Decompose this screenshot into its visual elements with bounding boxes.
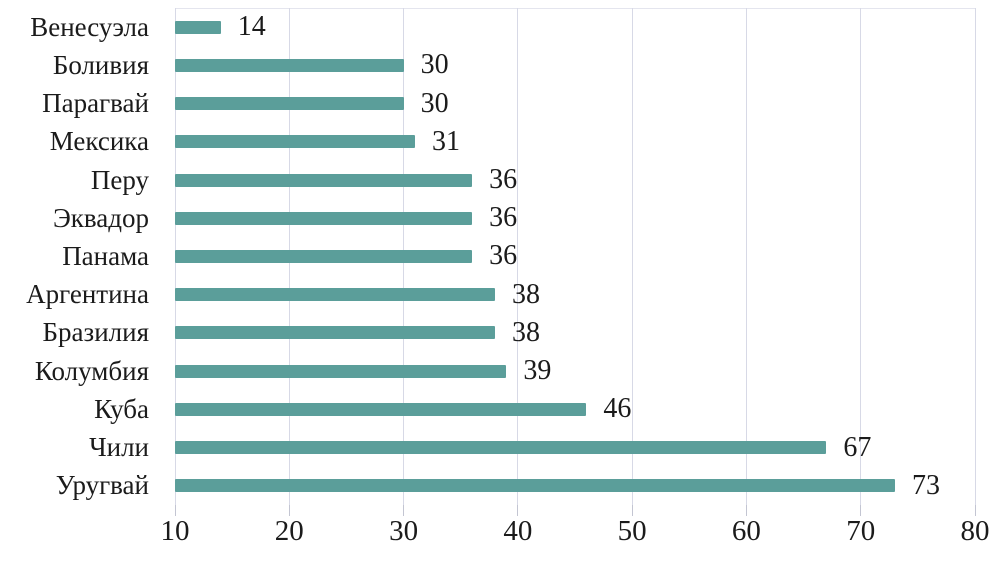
x-tick-label-20: 20 [274, 515, 304, 547]
value-label: 36 [489, 202, 518, 234]
gridline-40 [517, 8, 519, 505]
x-tick-label-80: 80 [960, 515, 990, 547]
category-axis: Венесуэла Боливия Парагвай Мексика Перу Эквад… [0, 8, 149, 505]
bar-3 [175, 135, 415, 149]
x-tick-mark-20 [288, 505, 290, 516]
category-label: Уругвай [55, 470, 149, 501]
category-label: Боливия [52, 49, 149, 80]
value-label: 73 [912, 469, 940, 501]
bar-1 [175, 58, 404, 72]
x-tick-mark-30 [403, 505, 405, 516]
x-axis: 10 20 30 40 50 60 70 80 [161, 515, 990, 555]
gridline-50 [631, 8, 633, 505]
x-tick-mark-50 [631, 505, 633, 516]
gridline-60 [745, 8, 747, 505]
bar-6 [175, 250, 473, 263]
category-label: Венесуэла [30, 11, 149, 42]
x-tick-mark-60 [745, 505, 747, 516]
x-tick-mark-40 [517, 505, 519, 516]
bar-7 [175, 288, 495, 302]
value-label: 36 [489, 240, 518, 272]
bar-4 [175, 173, 473, 187]
x-tick-label-10: 10 [160, 515, 190, 547]
value-label: 30 [420, 87, 449, 119]
category-label: Бразилия [42, 317, 149, 348]
category-label: Чили [89, 432, 149, 463]
x-tick-label-60: 60 [731, 515, 761, 547]
value-label: 46 [603, 393, 632, 425]
value-label: 67 [843, 431, 872, 463]
value-label: 39 [523, 355, 552, 387]
bar-2 [175, 97, 404, 111]
value-label: 30 [420, 49, 449, 81]
category-label: Эквадор [52, 202, 149, 233]
bar-5 [175, 211, 473, 225]
bar-10 [175, 402, 587, 416]
category-label: Куба [94, 393, 149, 424]
gridline-80 [974, 8, 976, 505]
bar-9 [175, 364, 507, 378]
x-tick-mark-10 [174, 505, 176, 516]
gridline-70 [860, 8, 862, 505]
plot-top-border [175, 8, 975, 9]
category-label: Колумбия [34, 355, 149, 386]
x-tick-mark-70 [860, 505, 862, 516]
x-tick-label-70: 70 [846, 515, 876, 547]
x-tick-label-40: 40 [503, 515, 533, 547]
category-label: Перу [90, 164, 149, 195]
x-tick-label-50: 50 [617, 515, 647, 547]
bar-0 [175, 20, 221, 34]
value-label: 36 [489, 164, 518, 196]
value-label: 38 [512, 316, 540, 348]
value-label: 31 [432, 125, 460, 157]
plot-area: 14 30 30 31 36 36 36 38 38 39 46 67 73 [174, 8, 976, 516]
value-label: 14 [237, 11, 266, 43]
category-label: Мексика [49, 126, 149, 157]
bar-8 [175, 326, 495, 340]
value-label: 38 [512, 278, 540, 310]
x-tick-mark-80 [974, 505, 976, 516]
category-label: Панама [62, 240, 149, 271]
x-tick-label-30: 30 [389, 515, 419, 547]
category-label: Аргентина [26, 279, 149, 310]
bar-11 [175, 441, 827, 455]
category-label: Парагвай [42, 88, 149, 119]
bar-12 [175, 479, 895, 493]
